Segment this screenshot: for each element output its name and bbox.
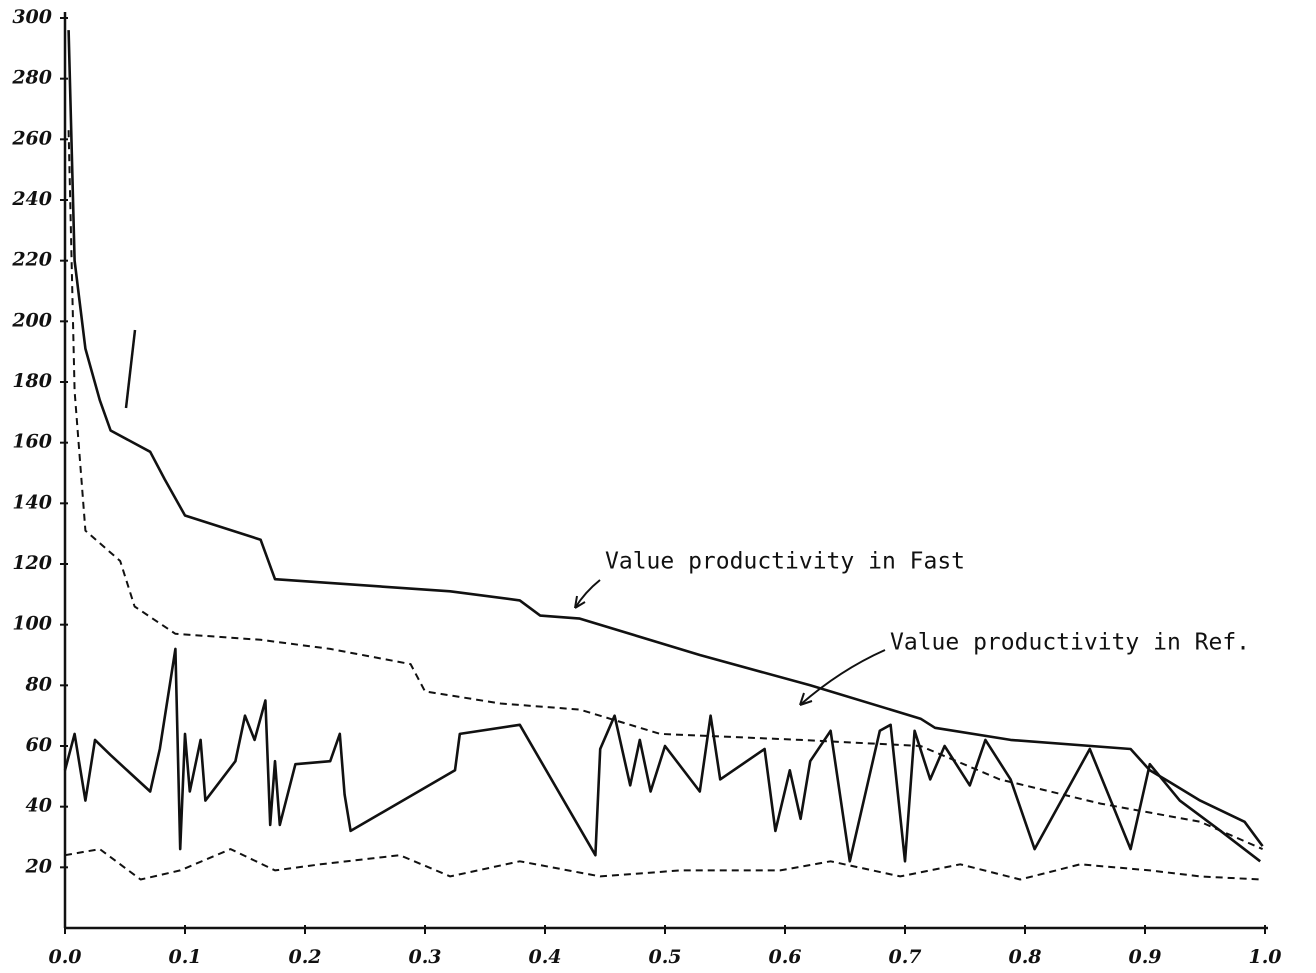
y-tick-label: 140: [12, 491, 52, 513]
x-tick-label: 0.8: [1008, 946, 1041, 968]
y-tick-label: 260: [11, 127, 52, 149]
x-tick-label: 0.9: [1128, 946, 1161, 968]
x-tick-label: 0.0: [48, 946, 81, 968]
x-tick-label: 0.4: [528, 946, 561, 968]
annotation: Value productivity in Fast: [605, 549, 965, 575]
arrow-head: [574, 595, 586, 609]
y-tick-label: 180: [12, 370, 52, 392]
x-tick-label: 0.5: [648, 946, 681, 968]
line: [64, 848, 1261, 881]
y-tick-label: 220: [11, 249, 52, 271]
arrow-head: [799, 692, 813, 706]
y-tick-label: 120: [12, 552, 52, 574]
line: [67, 130, 1264, 851]
y-tick-label: 240: [11, 188, 52, 210]
y-tick-label: 200: [11, 309, 52, 331]
annotation-arrow: [574, 579, 601, 609]
line: [67, 30, 1264, 847]
y-tick-label: 160: [12, 431, 52, 453]
x-tick-label: 0.3: [408, 946, 441, 968]
x-tick-label: 0.1: [168, 946, 201, 968]
y-tick-label: 100: [12, 613, 52, 635]
annotation: Value productivity in Ref.: [890, 630, 1250, 656]
line: [63, 647, 1261, 863]
y-tick-label: 300: [12, 6, 52, 28]
x-tick-label: 0.2: [288, 946, 321, 968]
x-tick-label: 0.7: [888, 946, 921, 968]
annotation-arrow: [799, 649, 886, 706]
y-tick-label: 280: [11, 67, 52, 89]
x-tick-label: 1.0: [1248, 946, 1281, 968]
y-tick-label: 60: [26, 734, 52, 756]
y-tick-label: 40: [26, 795, 52, 817]
y-tick-label: 20: [25, 855, 52, 877]
x-tick-label: 0.6: [768, 946, 801, 968]
pen-stroke: [124, 329, 137, 409]
y-tick-label: 80: [25, 673, 52, 695]
